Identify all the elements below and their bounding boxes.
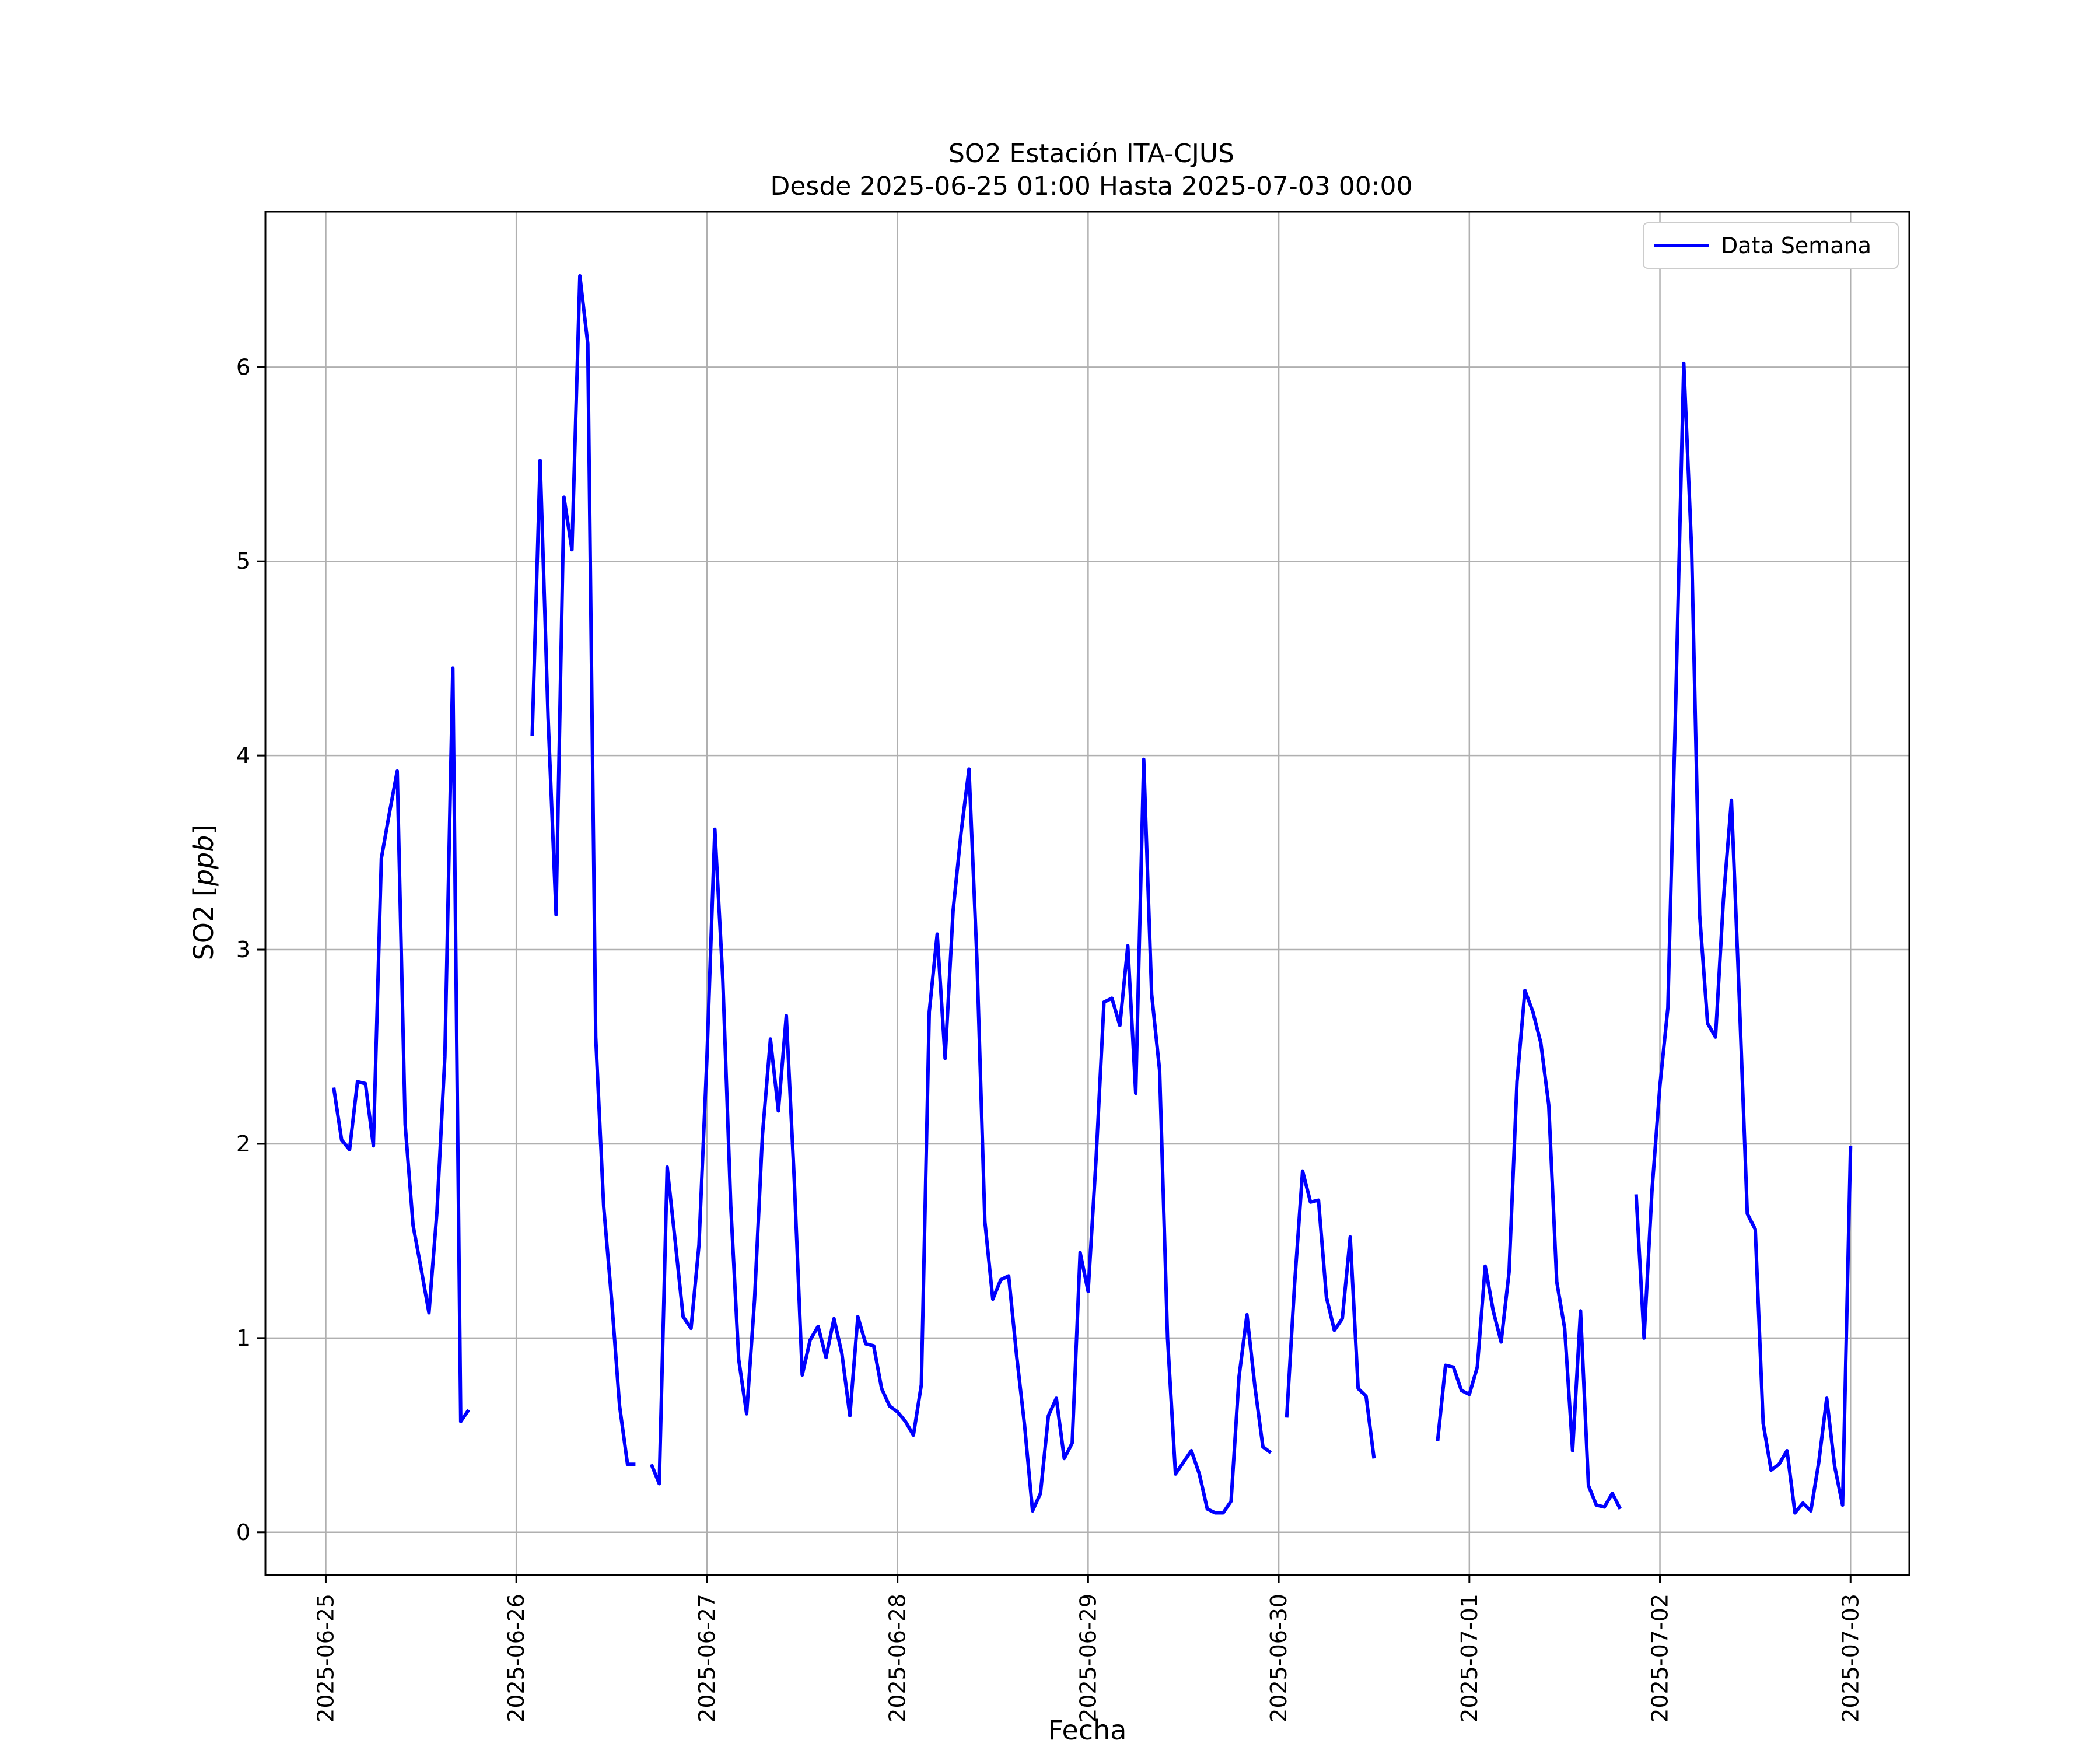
y-tick-label: 2	[236, 1131, 250, 1157]
y-axis: 0 1 2 3 4 5 6	[236, 354, 265, 1545]
legend: Data Semana	[1643, 222, 1899, 269]
x-tick-label: 2025-06-27	[694, 1594, 720, 1723]
x-tick-label: 2025-07-03	[1838, 1594, 1863, 1723]
x-tick-label: 2025-06-29	[1075, 1594, 1101, 1723]
series-line-segment-2	[530, 274, 636, 1466]
legend-label-data-semana: Data Semana	[1721, 233, 1871, 258]
series-line-segment-3	[649, 757, 1272, 1515]
chart-subtitle: Desde 2025-06-25 01:00 Hasta 2025-07-03 …	[770, 172, 1412, 201]
x-tick-label: 2025-06-30	[1266, 1594, 1292, 1723]
y-tick-label: 4	[236, 743, 250, 768]
grid	[265, 212, 1909, 1575]
x-axis-label: Fecha	[1048, 1714, 1127, 1746]
y-tick-label: 5	[236, 548, 250, 574]
x-axis: 2025-06-25 2025-06-26 2025-06-27 2025-06-28…	[313, 1575, 1863, 1723]
series-layer	[332, 274, 1853, 1515]
x-tick-label: 2025-06-28	[885, 1594, 911, 1723]
legend-box	[1643, 222, 1899, 269]
y-tick-label: 1	[236, 1325, 250, 1351]
y-tick-label: 6	[236, 354, 250, 380]
x-tick-label: 2025-07-02	[1647, 1594, 1673, 1723]
y-axis-label: SO2 [ppb]	[188, 825, 219, 961]
series-line-segment-5	[1436, 989, 1622, 1510]
y-tick-label: 3	[236, 937, 250, 963]
x-tick-label: 2025-06-26	[503, 1594, 529, 1723]
y-tick-label: 0	[236, 1520, 250, 1545]
series-line-segment-6	[1634, 361, 1853, 1515]
chart-title: SO2 Estación ITA-CJUS	[949, 139, 1234, 169]
x-tick-label: 2025-07-01	[1457, 1594, 1482, 1723]
series-line-segment-4	[1284, 1169, 1376, 1459]
plot-area	[265, 212, 1909, 1575]
series-line-segment-1	[332, 666, 470, 1423]
x-tick-label: 2025-06-25	[313, 1594, 338, 1723]
